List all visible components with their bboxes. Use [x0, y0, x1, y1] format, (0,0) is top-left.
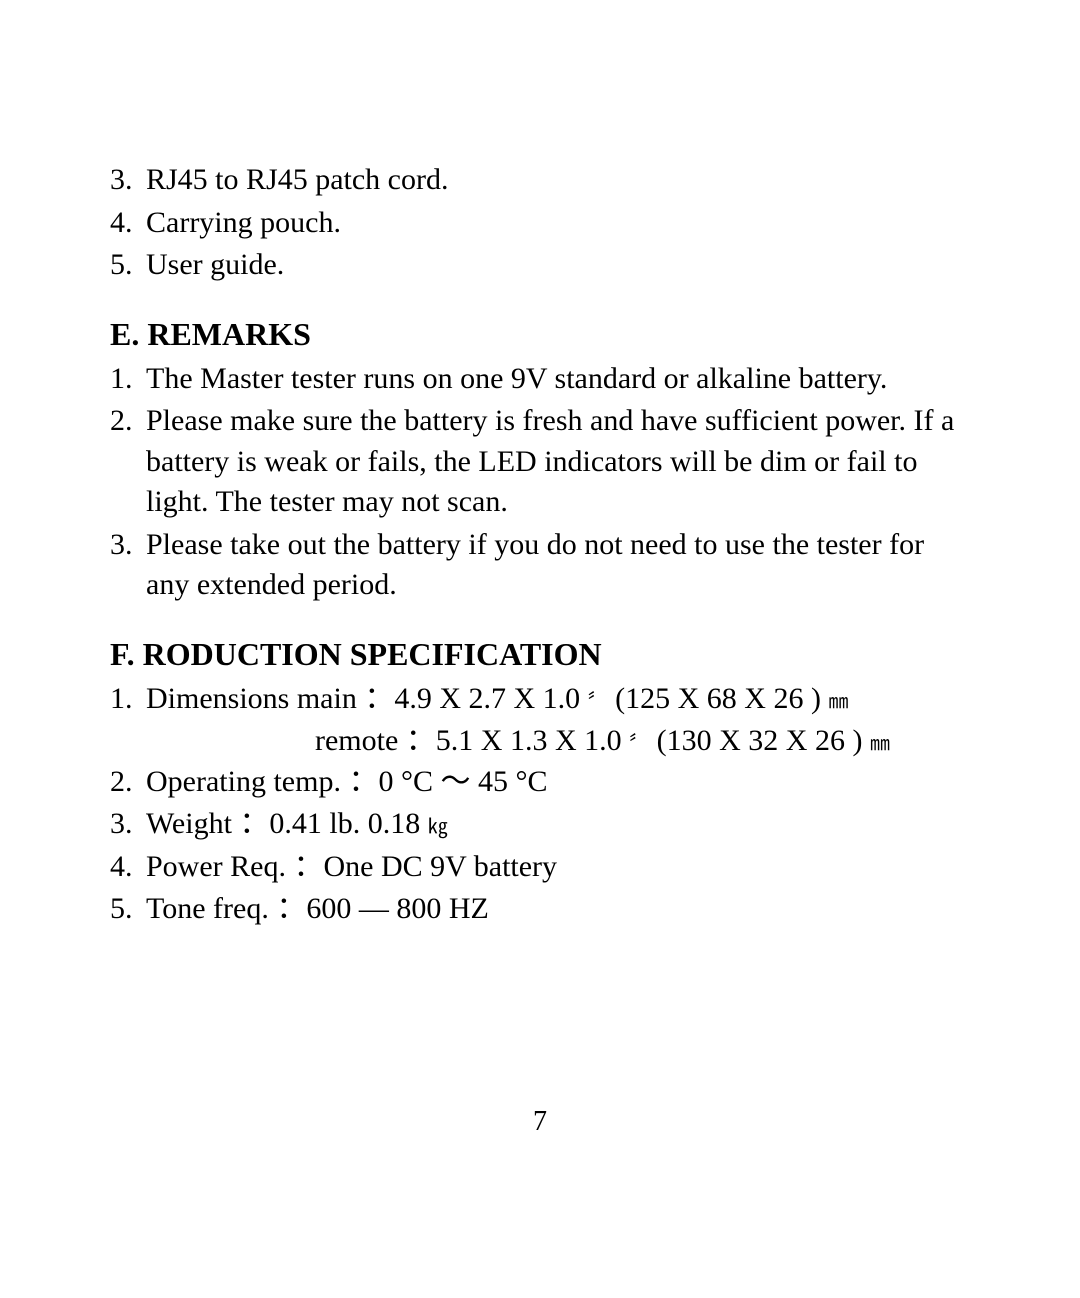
- list-text: Please make sure the battery is fresh an…: [146, 401, 970, 523]
- weight-text: Weight ：0.41 lb. 0.18: [146, 807, 428, 840]
- page-content: 3. RJ45 to RJ45 patch cord. 4. Carrying …: [0, 0, 1080, 930]
- list-number: 4.: [110, 203, 146, 244]
- list-text: Tone freq. ：600 — 800 HZ: [146, 889, 970, 930]
- list-number: 2.: [110, 762, 146, 803]
- remarks-item: 1. The Master tester runs on one 9V stan…: [110, 359, 970, 400]
- list-number: 3.: [110, 160, 146, 201]
- spec-item-weight: 3. Weight ：0.41 lb. 0.18 ㎏: [110, 804, 970, 845]
- list-text: Weight ：0.41 lb. 0.18 ㎏: [146, 804, 970, 845]
- list-text: Power Req. ：One DC 9V battery: [146, 847, 970, 888]
- dimensions-main-mm: (125 X 68 X 26 ): [608, 682, 829, 715]
- list-text: User guide.: [146, 245, 970, 286]
- remarks-item: 2. Please make sure the battery is fresh…: [110, 401, 970, 523]
- list-number: 3.: [110, 525, 146, 606]
- spec-item-power: 4. Power Req. ：One DC 9V battery: [110, 847, 970, 888]
- list-text: The Master tester runs on one 9V standar…: [146, 359, 970, 400]
- remarks-item: 3. Please take out the battery if you do…: [110, 525, 970, 606]
- spec-item-dimensions-remote: remote ：5.1 X 1.3 X 1.0 〞 (130 X 32 X 26…: [110, 721, 970, 762]
- list-number: 3.: [110, 804, 146, 845]
- list-number: 1.: [110, 679, 146, 720]
- list-number: 5.: [110, 245, 146, 286]
- list-text: Please take out the battery if you do no…: [146, 525, 970, 606]
- dimensions-remote-text: remote ：5.1 X 1.3 X 1.0: [315, 724, 629, 757]
- list-text: Dimensions main ：4.9 X 2.7 X 1.0 〞 (125 …: [146, 679, 970, 720]
- list-text: Operating temp. ：0 °C ～ 45 °C: [146, 762, 970, 803]
- list-number: 2.: [110, 401, 146, 523]
- list-text: RJ45 to RJ45 patch cord.: [146, 160, 970, 201]
- spec-item-tone: 5. Tone freq. ：600 — 800 HZ: [110, 889, 970, 930]
- inch-mark: 〞: [629, 733, 649, 755]
- top-list-item: 4. Carrying pouch.: [110, 203, 970, 244]
- inch-mark: 〞: [588, 691, 608, 713]
- spec-item-dimensions: 1. Dimensions main ：4.9 X 2.7 X 1.0 〞 (1…: [110, 679, 970, 720]
- list-text: Carrying pouch.: [146, 203, 970, 244]
- kg-unit: ㎏: [428, 816, 448, 838]
- mm-unit: ㎜: [870, 733, 890, 755]
- mm-unit: ㎜: [828, 691, 848, 713]
- top-list-item: 3. RJ45 to RJ45 patch cord.: [110, 160, 970, 201]
- section-f-heading: F. RODUCTION SPECIFICATION: [110, 636, 970, 673]
- list-number: 1.: [110, 359, 146, 400]
- dimensions-main-text: Dimensions main ：4.9 X 2.7 X 1.0: [146, 682, 588, 715]
- top-list-item: 5. User guide.: [110, 245, 970, 286]
- page-number: 7: [0, 1106, 1080, 1138]
- list-number: 5.: [110, 889, 146, 930]
- spec-item-temp: 2. Operating temp. ：0 °C ～ 45 °C: [110, 762, 970, 803]
- dimensions-remote-mm: (130 X 32 X 26 ): [649, 724, 870, 757]
- section-e-heading: E. REMARKS: [110, 316, 970, 353]
- list-number: 4.: [110, 847, 146, 888]
